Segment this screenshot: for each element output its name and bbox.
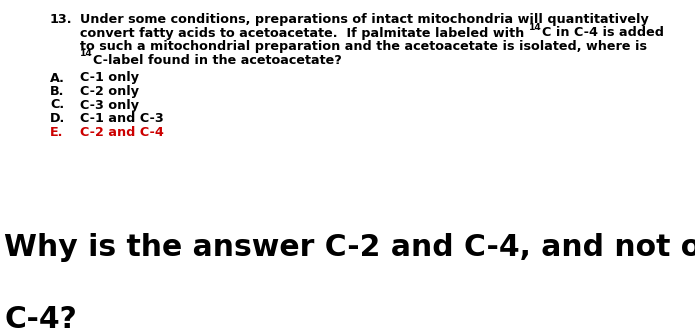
Text: Under some conditions, preparations of intact mitochondria will quantitatively: Under some conditions, preparations of i…	[80, 13, 648, 26]
Text: 14: 14	[80, 50, 92, 59]
Text: C-2 and C-4: C-2 and C-4	[80, 126, 164, 139]
Text: C-3 only: C-3 only	[80, 99, 139, 112]
Text: to such a mitochondrial preparation and the acetoacetate is isolated, where is: to such a mitochondrial preparation and …	[80, 40, 647, 53]
Text: C-1 only: C-1 only	[80, 72, 139, 85]
Text: 14: 14	[529, 23, 541, 32]
Text: C-4?: C-4?	[4, 305, 77, 333]
Text: D.: D.	[50, 112, 65, 125]
Text: C-1 and C-3: C-1 and C-3	[80, 112, 164, 125]
Text: C.: C.	[50, 99, 64, 112]
Text: E.: E.	[50, 126, 63, 139]
Text: C in C-4 is added: C in C-4 is added	[541, 27, 664, 40]
Text: C-label found in the acetoacetate?: C-label found in the acetoacetate?	[92, 54, 341, 67]
Text: Why is the answer C-2 and C-4, and not only: Why is the answer C-2 and C-4, and not o…	[4, 233, 695, 262]
Text: convert fatty acids to acetoacetate.  If palmitate labeled with: convert fatty acids to acetoacetate. If …	[80, 27, 529, 40]
Text: A.: A.	[50, 72, 65, 85]
Text: C-2 only: C-2 only	[80, 85, 139, 98]
Text: B.: B.	[50, 85, 65, 98]
Text: 13.: 13.	[50, 13, 72, 26]
